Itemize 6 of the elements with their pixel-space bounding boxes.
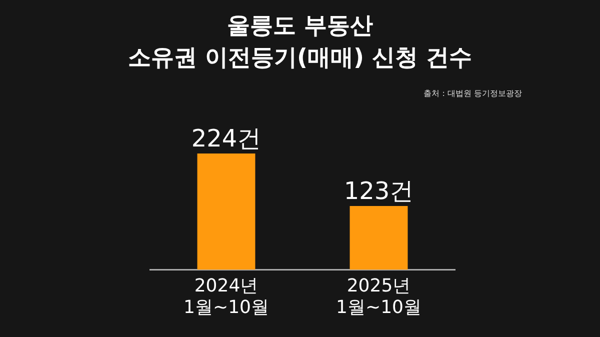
x-tick-label: 2025년 1월~10월	[336, 275, 422, 318]
chart-title: 울릉도 부동산 소유권 이전등기(매매) 신청 건수	[126, 12, 474, 73]
data-label: 123건	[344, 177, 414, 206]
source-note: 출처 : 대법원 등기정보광장	[424, 88, 522, 99]
data-label: 224건	[191, 124, 262, 153]
x-tick-label: 2024년 1월~10월	[184, 275, 269, 318]
